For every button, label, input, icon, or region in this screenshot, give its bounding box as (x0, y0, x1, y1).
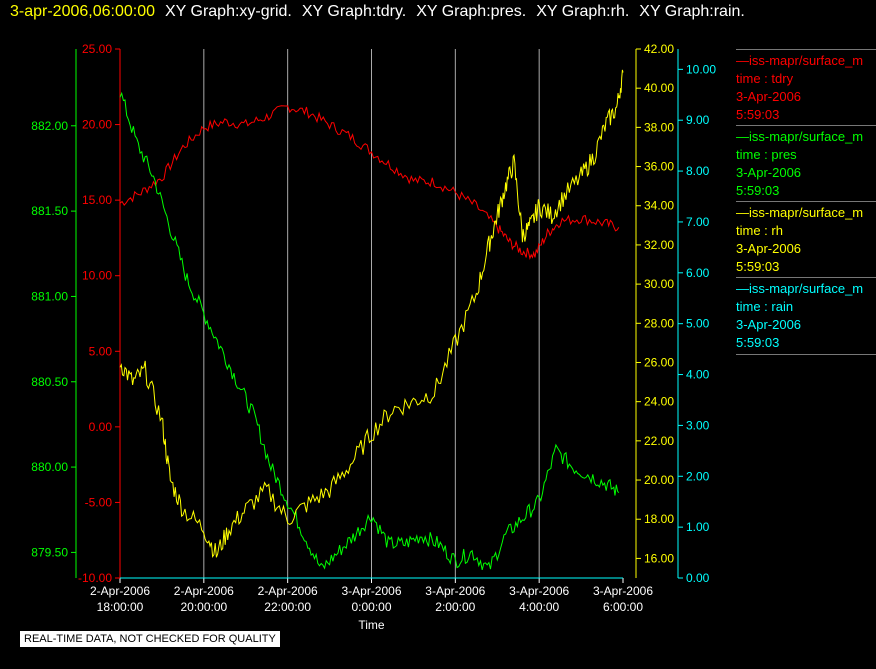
legend-date: 3-Apr-2006 (736, 165, 802, 180)
legend-time: 5:59:03 (736, 259, 780, 274)
legend: —iss-mapr/surface_m time : tdry 3-Apr-20… (736, 49, 876, 356)
legend-time: 5:59:03 (736, 107, 780, 122)
y-tick-label-pres: 880.50 (31, 375, 68, 389)
y-tick-label-rh: 34.00 (644, 199, 674, 213)
x-tick-label: 20:00:00 (180, 600, 227, 614)
legend-time: 5:59:03 (736, 183, 780, 198)
y-tick-label-rh: 38.00 (644, 120, 674, 134)
y-tick-label-pres: 879.50 (31, 545, 68, 559)
y-tick-label-pres: 881.50 (31, 204, 68, 218)
x-tick-label: 2-Apr-2006 (258, 584, 318, 598)
y-tick-label-tdry: 10.00 (82, 269, 112, 283)
y-tick-label-rain: 3.00 (686, 418, 710, 432)
y-tick-label-rh: 32.00 (644, 238, 674, 252)
y-tick-label-rh: 28.00 (644, 316, 674, 330)
graph-name-pres[interactable]: XY Graph:pres. (416, 3, 527, 20)
y-tick-label-tdry: -10.00 (78, 571, 112, 585)
y-tick-label-pres: 882.00 (31, 119, 68, 133)
y-tick-label-rh: 30.00 (644, 277, 674, 291)
y-tick-label-pres: 880.00 (31, 460, 68, 474)
timestamp-label: 3-apr-2006,06:00:00 (10, 3, 155, 20)
y-tick-label-tdry: -5.00 (85, 495, 113, 509)
y-tick-label-tdry: 0.00 (89, 420, 113, 434)
y-tick-label-tdry: 20.00 (82, 118, 112, 132)
x-tick-label: 2-Apr-2006 (174, 584, 234, 598)
y-tick-label-rain: 8.00 (686, 164, 710, 178)
y-tick-label-rain: 2.00 (686, 469, 710, 483)
series-line-rh (119, 69, 624, 559)
x-tick-label: 2:00:00 (435, 600, 475, 614)
x-tick-label: 0:00:00 (351, 600, 391, 614)
y-tick-label-rh: 36.00 (644, 160, 674, 174)
graph-name-rain[interactable]: XY Graph:rain. (639, 3, 745, 20)
y-tick-label-rh: 24.00 (644, 395, 674, 409)
legend-entry-rain[interactable]: —iss-mapr/surface_m time : rain 3-Apr-20… (736, 277, 876, 355)
legend-source: —iss-mapr/surface_m (736, 129, 864, 144)
x-tick-label: 18:00:00 (97, 600, 144, 614)
y-tick-label-tdry: 15.00 (82, 193, 112, 207)
legend-date: 3-Apr-2006 (736, 241, 802, 256)
y-tick-label-tdry: 5.00 (89, 344, 113, 358)
y-tick-label-rh: 42.00 (644, 42, 674, 56)
x-tick-label: 3-Apr-2006 (509, 584, 569, 598)
legend-entry-rh[interactable]: —iss-mapr/surface_m time : rh 3-Apr-2006… (736, 201, 876, 276)
y-tick-label-rh: 26.00 (644, 355, 674, 369)
quality-disclaimer: REAL-TIME DATA, NOT CHECKED FOR QUALITY (20, 631, 280, 647)
y-tick-label-rain: 1.00 (686, 520, 710, 534)
y-tick-label-pres: 881.00 (31, 289, 68, 303)
y-tick-label-rain: 7.00 (686, 215, 710, 229)
y-tick-label-rain: 9.00 (686, 113, 710, 127)
legend-variable: time : tdry (736, 71, 794, 86)
graph-title-bar: 3-apr-2006,06:00:00 XY Graph:xy-grid. XY G… (10, 3, 755, 21)
y-tick-label-rh: 40.00 (644, 81, 674, 95)
y-tick-label-rain: 0.00 (686, 571, 710, 585)
legend-source: —iss-mapr/surface_m (736, 205, 864, 220)
legend-variable: time : rain (736, 299, 794, 314)
graph-name-rh[interactable]: XY Graph:rh. (536, 3, 630, 20)
legend-variable: time : rh (736, 223, 783, 238)
x-tick-label: 3-Apr-2006 (593, 584, 653, 598)
legend-time: 5:59:03 (736, 335, 780, 350)
x-tick-label: 2-Apr-2006 (90, 584, 150, 598)
legend-entry-pres[interactable]: —iss-mapr/surface_m time : pres 3-Apr-20… (736, 125, 876, 200)
y-tick-label-tdry: 25.00 (82, 42, 112, 56)
legend-date: 3-Apr-2006 (736, 317, 802, 332)
y-tick-label-rh: 18.00 (644, 512, 674, 526)
y-tick-label-rain: 10.00 (686, 62, 716, 76)
graph-name-xy-grid[interactable]: XY Graph:xy-grid. (165, 3, 292, 20)
y-tick-label-rain: 6.00 (686, 266, 710, 280)
y-tick-label-rh: 22.00 (644, 434, 674, 448)
legend-source: —iss-mapr/surface_m (736, 53, 864, 68)
x-tick-label: 3-Apr-2006 (425, 584, 485, 598)
y-tick-label-rh: 16.00 (644, 551, 674, 565)
series-line-tdry (119, 105, 620, 261)
x-axis-label: Time (358, 618, 385, 632)
series-line-pres (119, 91, 620, 571)
graph-name-tdry[interactable]: XY Graph:tdry. (301, 3, 407, 20)
y-tick-label-rh: 20.00 (644, 473, 674, 487)
x-tick-label: 6:00:00 (603, 600, 643, 614)
x-tick-label: 3-Apr-2006 (341, 584, 401, 598)
x-tick-label: 4:00:00 (519, 600, 559, 614)
legend-entry-tdry[interactable]: —iss-mapr/surface_m time : tdry 3-Apr-20… (736, 49, 876, 124)
legend-variable: time : pres (736, 147, 797, 162)
legend-source: —iss-mapr/surface_m (736, 281, 864, 296)
y-tick-label-rain: 4.00 (686, 368, 710, 382)
x-tick-label: 22:00:00 (264, 600, 311, 614)
y-tick-label-rain: 5.00 (686, 317, 710, 331)
legend-date: 3-Apr-2006 (736, 89, 802, 104)
